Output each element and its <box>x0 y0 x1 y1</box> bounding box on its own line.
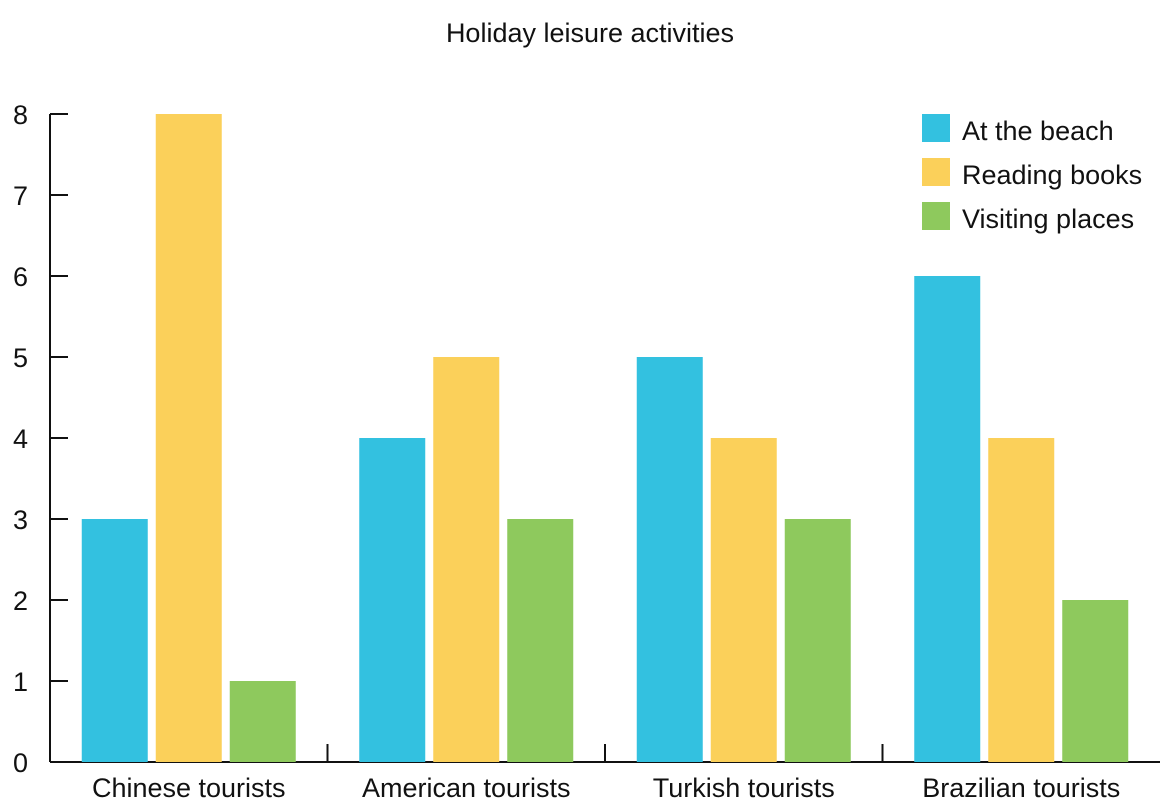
bar-at-the-beach <box>636 357 703 762</box>
x-category-label: Brazilian tourists <box>922 773 1120 803</box>
y-tick-label: 5 <box>13 343 28 373</box>
legend-label: At the beach <box>962 116 1114 146</box>
bars <box>81 114 1129 762</box>
x-category-label: Chinese tourists <box>92 773 286 803</box>
bar-at-the-beach <box>359 438 426 762</box>
legend-label: Visiting places <box>962 204 1134 234</box>
bar-reading-books <box>710 438 777 762</box>
y-tick-label: 0 <box>13 748 28 778</box>
legend: At the beach Reading books Visiting places <box>922 114 1142 234</box>
y-tick-label: 7 <box>13 181 28 211</box>
y-tick-label: 1 <box>13 667 28 697</box>
y-tick-label: 2 <box>13 586 28 616</box>
bar-reading-books <box>155 114 222 762</box>
legend-label: Reading books <box>962 160 1142 190</box>
legend-swatch <box>922 202 950 230</box>
y-tick-label: 4 <box>13 424 28 454</box>
x-category-label: Turkish tourists <box>653 773 835 803</box>
bar-at-the-beach <box>914 276 981 762</box>
y-tick-label: 3 <box>13 505 28 535</box>
legend-swatch <box>922 158 950 186</box>
y-tick-label: 6 <box>13 262 28 292</box>
bar-at-the-beach <box>81 519 148 762</box>
legend-swatch <box>922 114 950 142</box>
y-axis: 0 1 2 3 4 5 6 7 8 <box>13 100 68 778</box>
x-category-label: American tourists <box>362 773 571 803</box>
chart-title: Holiday leisure activities <box>446 18 734 48</box>
bar-visiting-places <box>784 519 851 762</box>
bar-reading-books <box>988 438 1055 762</box>
y-tick-label: 8 <box>13 100 28 130</box>
bar-reading-books <box>433 357 500 762</box>
bar-visiting-places <box>229 681 296 762</box>
bar-visiting-places <box>507 519 574 762</box>
bar-visiting-places <box>1062 600 1129 762</box>
